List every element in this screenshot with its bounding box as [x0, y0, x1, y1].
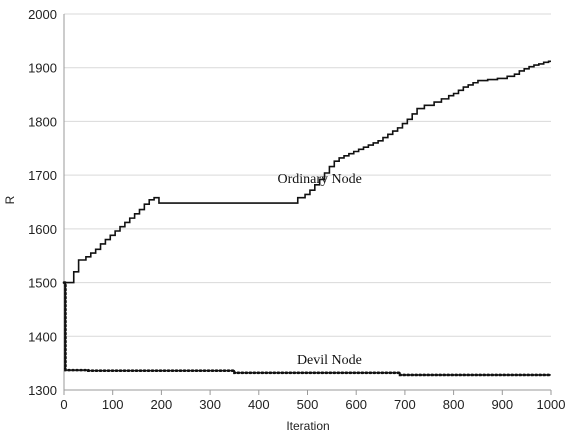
- x-tick-label: 500: [297, 397, 319, 412]
- tick-labels: 1300 1400 1500 1600 1700 1800 1900 2000 0 100 200 3…: [28, 7, 565, 412]
- y-tick-label: 1600: [28, 222, 57, 237]
- x-tick-label: 700: [394, 397, 416, 412]
- x-tick-label: 900: [491, 397, 513, 412]
- x-tick-label: 200: [151, 397, 173, 412]
- data-series: [62, 60, 553, 377]
- y-tick-label: 1700: [28, 168, 57, 183]
- x-tick-label: 400: [248, 397, 270, 412]
- series-ordinary-node: [64, 60, 551, 370]
- y-tick-label: 1300: [28, 383, 57, 398]
- series-line: [64, 60, 551, 370]
- x-tick-label: 300: [199, 397, 221, 412]
- x-tick-label: 800: [443, 397, 465, 412]
- x-tick-label: 0: [60, 397, 67, 412]
- y-tick-label: 2000: [28, 7, 57, 22]
- series-devil-node: [62, 281, 553, 377]
- y-tick-label: 1400: [28, 329, 57, 344]
- y-tick-label: 1800: [28, 114, 57, 129]
- x-axis-title: Iteration: [286, 419, 329, 433]
- y-tick-label: 1500: [28, 276, 57, 291]
- x-tick-label: 600: [345, 397, 367, 412]
- series-annotation: Ordinary Node: [277, 172, 361, 187]
- annotations: Ordinary Node Devil Node: [277, 172, 361, 368]
- x-tick-label: 1000: [537, 397, 566, 412]
- series-markers: [62, 281, 553, 377]
- axes: [63, 14, 552, 395]
- y-tick-label: 1900: [28, 61, 57, 76]
- series-annotation: Devil Node: [297, 353, 362, 368]
- y-axis-title: R: [3, 195, 17, 204]
- grid-lines: [64, 13, 551, 337]
- x-tick-label: 100: [102, 397, 124, 412]
